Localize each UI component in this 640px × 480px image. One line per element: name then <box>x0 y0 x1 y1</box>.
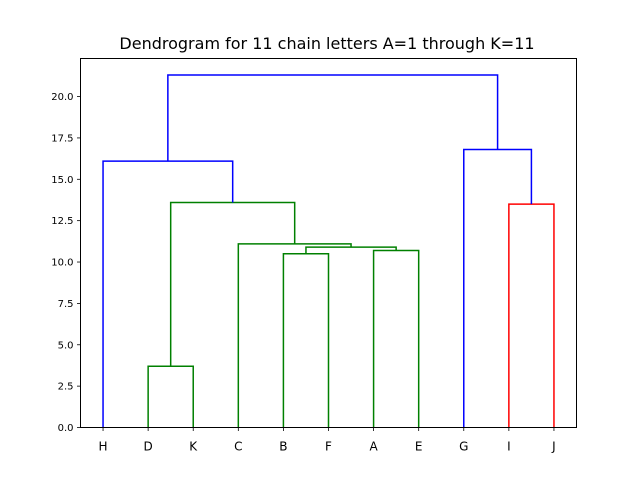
y-tick-label: 5.0 <box>58 340 74 351</box>
dendrogram-link-0 <box>147 365 194 428</box>
leaf-label-H: H <box>99 440 108 454</box>
dendrogram-link-4 <box>237 243 352 428</box>
dendrogram-link-9 <box>167 74 499 162</box>
chart-title: Dendrogram for 11 chain letters A=1 thro… <box>119 34 534 53</box>
y-tick-label: 20.0 <box>51 92 73 103</box>
dendrogram-link-2 <box>372 249 420 428</box>
dendrogram-link-1 <box>282 253 330 428</box>
leaf-label-J: J <box>551 440 556 454</box>
leaf-label-G: G <box>459 440 468 454</box>
leaf-label-K: K <box>189 440 198 454</box>
plot-frame <box>80 58 577 428</box>
y-tick-label: 10.0 <box>51 258 73 269</box>
leaf-label-E: E <box>415 440 423 454</box>
dendrogram-link-7 <box>102 160 234 428</box>
leaf-label-F: F <box>325 440 332 454</box>
y-tick-label: 17.5 <box>51 133 73 144</box>
leaf-label-A: A <box>369 440 378 454</box>
y-tick-label: 2.5 <box>58 382 74 393</box>
y-tick-label: 12.5 <box>51 216 73 227</box>
dendrogram-link-5 <box>169 201 296 367</box>
leaf-label-I: I <box>507 440 511 454</box>
dendrogram-link-6 <box>508 203 555 428</box>
leaf-label-D: D <box>144 440 153 454</box>
dendrogram-links <box>102 74 555 428</box>
dendrogram-link-8 <box>463 148 533 428</box>
y-tick-label: 7.5 <box>58 299 74 310</box>
y-tick-label: 0.0 <box>58 423 74 434</box>
leaf-label-B: B <box>279 440 287 454</box>
leaf-label-C: C <box>234 440 242 454</box>
y-axis: 0.0 2.5 5.0 7.5 10.0 12.5 15.0 17.5 20.0 <box>51 92 81 434</box>
y-tick-label: 15.0 <box>51 175 73 186</box>
dendrogram-link-3 <box>305 246 397 254</box>
